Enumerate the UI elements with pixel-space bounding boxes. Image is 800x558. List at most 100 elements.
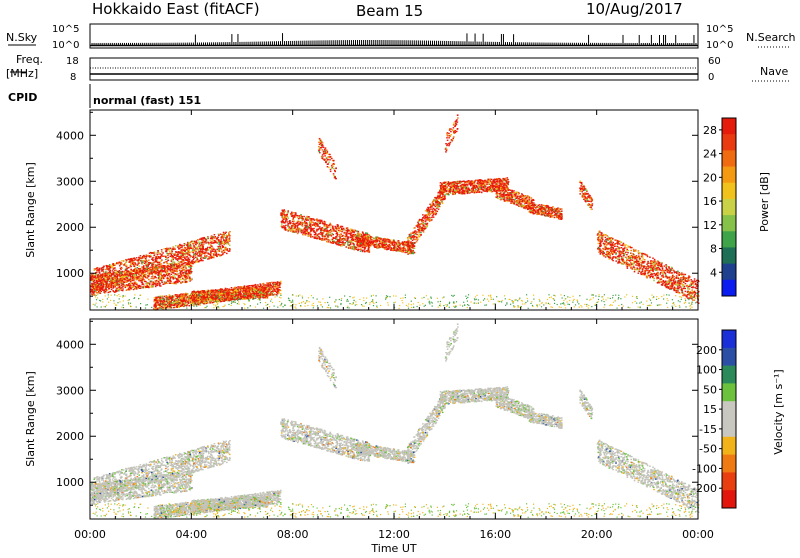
- echo-cell: [101, 269, 103, 270]
- echo-cell: [95, 276, 97, 277]
- echo-cell: [210, 244, 212, 245]
- echo-cell: [164, 270, 166, 271]
- echo-cell: [185, 254, 187, 255]
- echo-cell: [161, 249, 163, 250]
- echo-cell: [167, 278, 169, 279]
- echo-cell: [229, 231, 231, 232]
- echo-cell: [180, 265, 182, 266]
- echo-cell: [137, 277, 139, 278]
- echo-cell: [118, 290, 120, 291]
- echo-cell: [141, 266, 143, 267]
- cpid-value: normal (fast) 151: [93, 94, 201, 107]
- echo-cell: [148, 264, 150, 265]
- echo-cell: [225, 249, 227, 250]
- echo-cell: [215, 251, 217, 252]
- echo-cell: [169, 266, 171, 267]
- echo-cell: [166, 283, 168, 284]
- echo-cell: [213, 242, 215, 243]
- echo-cell: [131, 273, 133, 274]
- echo-cell: [199, 248, 201, 249]
- echo-cell: [130, 278, 132, 279]
- echo-cell: [185, 270, 187, 271]
- echo-cell: [172, 259, 174, 260]
- echo-cell: [201, 244, 203, 245]
- echo-cell: [196, 254, 198, 255]
- echo-cell: [121, 290, 123, 291]
- echo-cell: [153, 284, 155, 285]
- echo-cell: [177, 274, 179, 275]
- echo-cell: [171, 253, 173, 254]
- echo-cell: [113, 273, 115, 274]
- echo-cell: [198, 261, 200, 262]
- echo-cell: [157, 250, 159, 251]
- echo-cell: [103, 279, 105, 280]
- echo-cell: [114, 292, 116, 293]
- echo-cell: [225, 238, 227, 239]
- echo-cell: [108, 288, 110, 289]
- echo-cell: [101, 282, 103, 283]
- echo-cell: [134, 288, 136, 289]
- echo-cell: [153, 281, 155, 282]
- echo-cell: [189, 278, 191, 279]
- echo-cell: [189, 273, 191, 274]
- echo-cell: [97, 283, 99, 284]
- echo-cell: [141, 257, 143, 258]
- echo-cell: [149, 253, 151, 254]
- echo-cell: [167, 267, 169, 268]
- echo-cell: [115, 270, 117, 271]
- echo-cell: [210, 254, 212, 255]
- echo-cell: [172, 248, 174, 249]
- echo-cell: [181, 256, 183, 257]
- echo-cell: [201, 260, 203, 261]
- echo-cell: [181, 268, 183, 269]
- echo-cell: [178, 258, 180, 259]
- echo-cell: [198, 242, 200, 243]
- echo-cell: [183, 267, 185, 268]
- echo-cell: [161, 255, 163, 256]
- echo-cell: [208, 256, 210, 257]
- echo-cell: [153, 262, 155, 263]
- echo-cell: [157, 283, 159, 284]
- echo-cell: [187, 246, 189, 247]
- echo-cell: [167, 265, 169, 266]
- echo-cell: [183, 250, 185, 251]
- echo-cell: [157, 254, 159, 255]
- echo-cell: [97, 285, 99, 286]
- echo-cell: [99, 287, 101, 288]
- echo-cell: [119, 262, 121, 263]
- echo-cell: [111, 289, 113, 290]
- echo-cell: [164, 306, 166, 307]
- nsearch-tick-bottom: 10^0: [706, 40, 733, 51]
- echo-cell: [132, 283, 134, 284]
- echo-cell: [188, 257, 190, 258]
- echo-cell: [137, 265, 139, 266]
- echo-cell: [155, 281, 157, 282]
- echo-cell: [174, 255, 176, 256]
- echo-cell: [176, 258, 178, 259]
- echo-cell: [124, 285, 126, 286]
- echo-cell: [141, 261, 143, 262]
- echo-cell: [187, 254, 189, 255]
- echo-cell: [128, 288, 130, 289]
- echo-cell: [220, 241, 222, 242]
- echo-cell: [212, 251, 214, 252]
- echo-cell: [96, 292, 98, 293]
- echo-cell: [124, 278, 126, 279]
- echo-cell: [121, 271, 123, 272]
- echo-cell: [205, 248, 207, 249]
- echo-cell: [170, 256, 172, 257]
- echo-cell: [126, 274, 128, 275]
- echo-cell: [130, 283, 132, 284]
- echo-cell: [189, 243, 191, 244]
- echo-cell: [140, 255, 142, 256]
- echo-cell: [166, 253, 168, 254]
- echo-cell: [130, 259, 132, 260]
- echo-cell: [223, 239, 225, 240]
- echo-cell: [156, 298, 158, 299]
- echo-cell: [197, 242, 199, 243]
- echo-cell: [190, 256, 192, 257]
- echo-cell: [161, 282, 163, 283]
- echo-cell: [170, 280, 172, 281]
- echo-cell: [185, 252, 187, 253]
- echo-cell: [201, 239, 203, 240]
